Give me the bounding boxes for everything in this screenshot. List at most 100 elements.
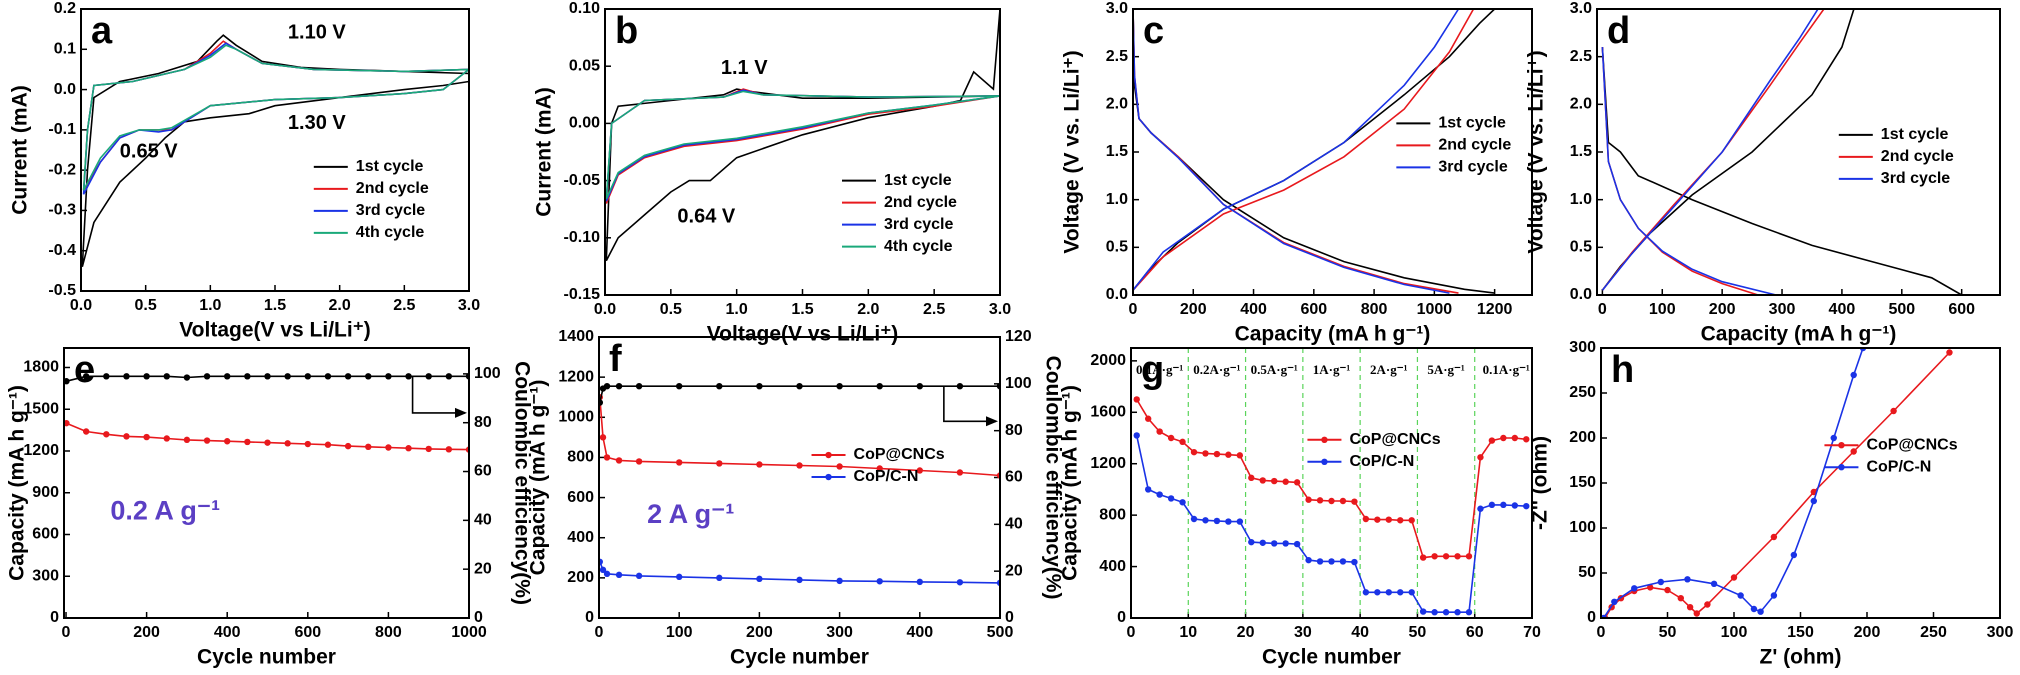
x-axis-title: Capacity (mA h g⁻¹) <box>1701 323 1897 346</box>
data-point <box>1431 553 1438 560</box>
data-point <box>1890 407 1897 415</box>
legend-label: 2nd cycle <box>884 194 957 211</box>
y2-tick-label: 100 <box>1005 375 1032 392</box>
data-point <box>1190 448 1198 456</box>
data-point <box>1686 604 1694 611</box>
annotation: 2 A g⁻¹ <box>647 499 734 529</box>
y2-tick-label: 120 <box>1005 328 1032 345</box>
data-point <box>1362 515 1370 523</box>
annotation: 5A·g⁻¹ <box>1427 362 1465 377</box>
data-point <box>1167 434 1175 442</box>
data-point <box>1385 589 1392 596</box>
data-point <box>1362 589 1370 596</box>
x-tick-label: 400 <box>214 624 241 641</box>
x-tick-label: 60 <box>1466 624 1484 641</box>
series-group <box>605 9 1000 262</box>
data-point <box>603 382 611 390</box>
annotation: 0.5A·g⁻¹ <box>1251 362 1298 377</box>
x-tick-label: 1200 <box>1477 301 1513 318</box>
annotation: 0.64 V <box>677 205 735 227</box>
data-point <box>1657 578 1665 586</box>
data-point <box>163 435 170 442</box>
y-tick-label: 1200 <box>1090 455 1126 472</box>
data-point <box>1500 501 1507 509</box>
x-tick-label: 100 <box>1721 624 1748 641</box>
data-point <box>244 438 251 446</box>
series-group <box>1133 396 1530 616</box>
data-point <box>445 446 453 453</box>
data-point <box>1351 558 1358 566</box>
data-point <box>836 382 843 390</box>
data-point <box>1611 598 1618 605</box>
series-line <box>82 44 469 191</box>
legend-marker <box>1838 464 1845 471</box>
y2-tick-label: 40 <box>1005 516 1023 533</box>
y2-axis-title: Coulombic efficiency(%) <box>510 361 533 605</box>
panel-label: f <box>609 338 622 380</box>
x-tick-label: 1.0 <box>199 297 221 314</box>
y-tick-label: 0.2 <box>54 0 76 17</box>
data-point <box>385 373 392 380</box>
x-tick-label: 40 <box>1351 624 1369 641</box>
x-tick-label: 0.5 <box>135 297 157 314</box>
annotation: 1.1 V <box>721 57 768 79</box>
y2-tick-label: 20 <box>474 560 492 577</box>
y-axis-title: Voltage (V vs. Li/Li⁺) <box>1061 50 1084 253</box>
y-tick-label: -0.10 <box>564 229 601 246</box>
data-point <box>1397 589 1404 596</box>
data-point <box>1454 609 1461 616</box>
x-tick-label: 200 <box>1709 301 1736 318</box>
data-point <box>1339 558 1347 565</box>
y2-tick-label: 0 <box>474 609 483 626</box>
annotation: 0.2A·g⁻¹ <box>1193 362 1240 377</box>
panel-label: d <box>1607 10 1630 52</box>
legend-marker <box>1321 458 1328 465</box>
x-tick-label: 0 <box>595 624 604 641</box>
y-tick-label: 300 <box>32 567 59 584</box>
x-tick-label: 3.0 <box>458 297 480 314</box>
data-point <box>956 382 964 390</box>
y-tick-label: 0.00 <box>569 115 600 132</box>
data-point <box>756 575 763 583</box>
series-line <box>605 90 1000 200</box>
data-point <box>425 445 432 453</box>
x-tick-label: 0 <box>62 624 71 641</box>
x-tick-label: 500 <box>1888 301 1915 318</box>
y-tick-label: 600 <box>32 526 59 543</box>
data-point <box>1374 516 1381 523</box>
data-point <box>1213 517 1221 525</box>
annotation: 0.65 V <box>120 140 178 162</box>
data-point <box>163 373 170 380</box>
data-point <box>1684 576 1691 583</box>
data-point <box>1850 448 1857 455</box>
data-point <box>956 469 964 476</box>
y-tick-label: 800 <box>1099 506 1126 523</box>
data-point <box>64 378 70 385</box>
data-point <box>64 419 70 427</box>
x-tick-label: 50 <box>1409 624 1427 641</box>
x-tick-label: 1000 <box>1417 301 1453 318</box>
data-point <box>1190 515 1198 523</box>
data-point <box>1385 516 1392 523</box>
data-point <box>1704 601 1711 608</box>
legend-label: 2nd cycle <box>356 180 429 197</box>
data-point <box>1328 558 1335 565</box>
x-tick-label: 0 <box>1597 624 1606 641</box>
data-point <box>599 434 607 441</box>
series-group <box>1133 9 1496 294</box>
y-tick-label: -0.2 <box>48 161 76 178</box>
data-point <box>876 578 883 585</box>
y-tick-label: 100 <box>1569 519 1596 536</box>
data-point <box>956 579 964 586</box>
x-axis-title: Voltage(V vs Li/Li⁺) <box>179 319 371 342</box>
y-tick-label: -0.3 <box>48 202 76 219</box>
series-line <box>1133 9 1460 294</box>
data-point <box>1179 499 1186 506</box>
x-tick-label: 2.0 <box>857 301 879 318</box>
panel: 0 50 100 150 200 250 300 0 50 100 150 200 250 300 CoP@… <box>1529 339 2014 668</box>
data-point <box>143 433 150 441</box>
y-tick-label: 150 <box>1569 474 1596 491</box>
x-tick-label: 0.0 <box>594 301 616 318</box>
data-point <box>324 373 332 380</box>
